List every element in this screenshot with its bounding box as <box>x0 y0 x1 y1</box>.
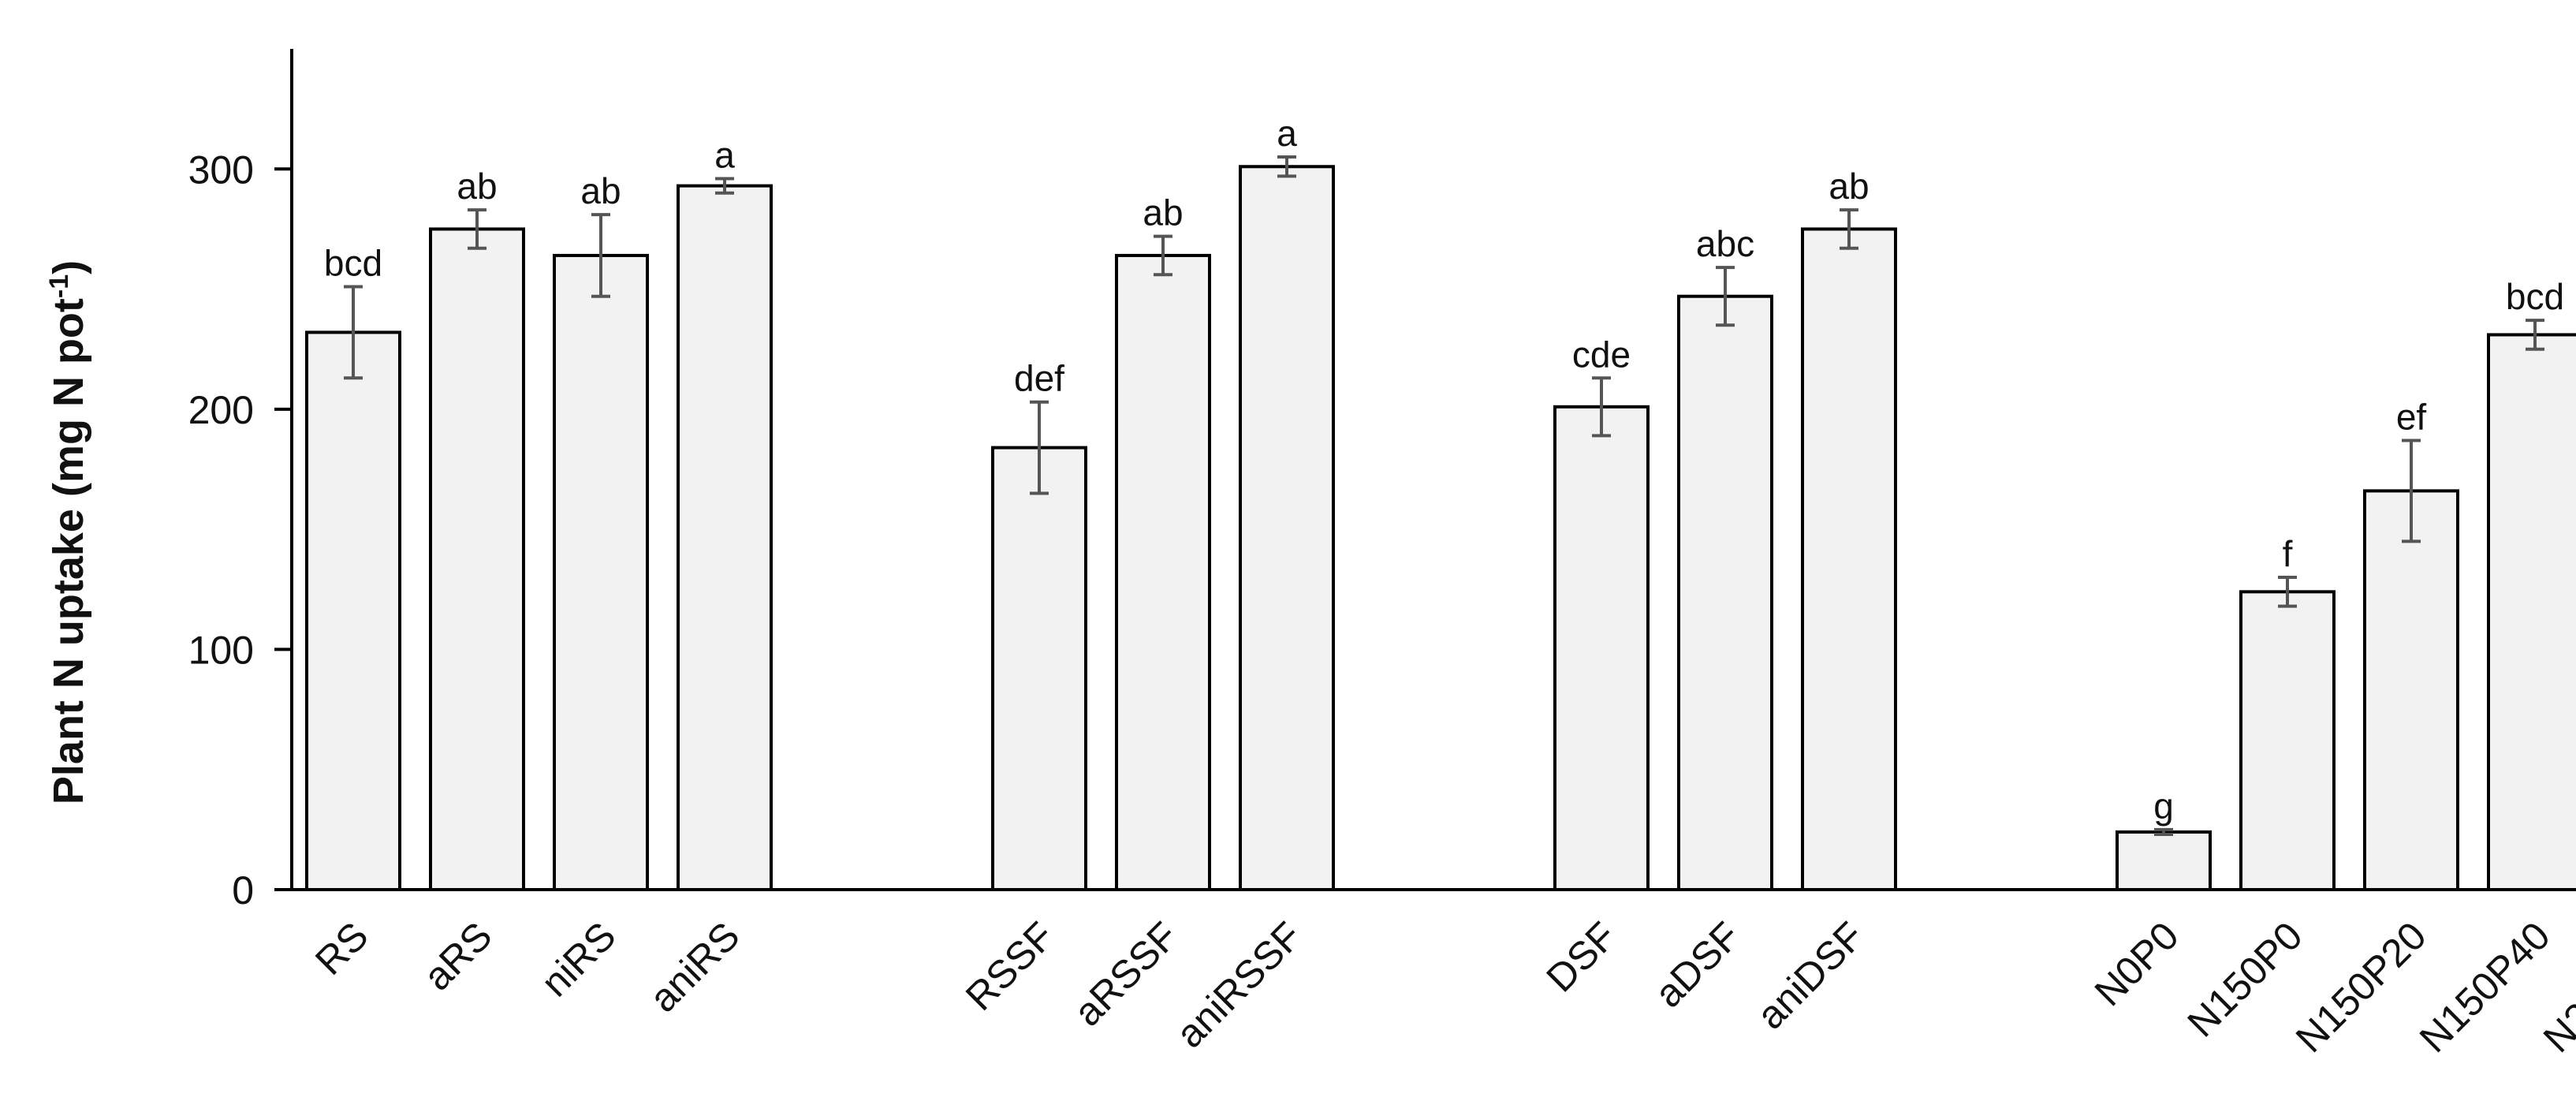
significance-label: ab <box>1143 192 1183 233</box>
bar <box>1553 405 1650 891</box>
significance-label: bcd <box>2506 276 2564 317</box>
category-label: RS <box>307 913 377 983</box>
category-label: N150P40 <box>2411 913 2559 1061</box>
category-label: aniDSF <box>1748 913 1872 1037</box>
category-label: RSSF <box>957 913 1063 1019</box>
category-label: aRSSF <box>1065 913 1187 1035</box>
bar <box>1115 253 1211 891</box>
bar <box>2239 590 2336 891</box>
category-label: aDSF <box>1646 913 1749 1016</box>
bar <box>677 184 773 891</box>
significance-label: ab <box>1829 166 1869 207</box>
significance-label: a <box>714 134 735 175</box>
significance-label: ab <box>580 170 621 211</box>
bar <box>305 330 401 891</box>
bar <box>429 227 525 891</box>
bar <box>2487 333 2576 891</box>
category-label: aniRS <box>641 913 748 1021</box>
y-tick-label: 0 <box>232 868 254 913</box>
y-axis-title-suffix: ) <box>45 260 92 274</box>
bar <box>2116 830 2212 891</box>
bar <box>553 253 649 891</box>
significance-label: f <box>2283 533 2293 574</box>
significance-label: def <box>1014 358 1064 399</box>
significance-label: cde <box>1572 334 1631 375</box>
y-axis-title: Plant N uptake (mg N pot-1) <box>44 260 92 804</box>
bar <box>1801 227 1897 891</box>
bar <box>1677 294 1773 891</box>
significance-label: bcd <box>324 243 382 284</box>
category-label: N0P0 <box>2086 913 2187 1014</box>
category-label: N150P20 <box>2287 913 2435 1061</box>
significance-label: g <box>2153 786 2174 827</box>
category-label: aRS <box>415 913 500 998</box>
y-axis-title-text: Plant N uptake (mg N pot <box>45 298 92 804</box>
significance-label: a <box>1277 113 1297 154</box>
category-label: aniRSSF <box>1168 913 1310 1056</box>
category-label: niRS <box>533 913 624 1005</box>
significance-label: ab <box>457 166 497 207</box>
plot-area: 0100200300bcdRSabaRSabniRSaaniRSdefRSSFa… <box>188 49 2576 1061</box>
bar <box>1239 165 1335 892</box>
category-label: DSF <box>1538 913 1624 1000</box>
significance-label: abc <box>1696 223 1754 264</box>
y-axis-title-superscript: -1 <box>44 274 74 298</box>
y-tick-label: 300 <box>188 147 254 192</box>
significance-label: ef <box>2396 396 2427 437</box>
bar <box>2363 489 2459 891</box>
y-tick-label: 200 <box>188 388 254 432</box>
bar <box>991 446 1087 891</box>
y-tick-label: 100 <box>188 628 254 672</box>
